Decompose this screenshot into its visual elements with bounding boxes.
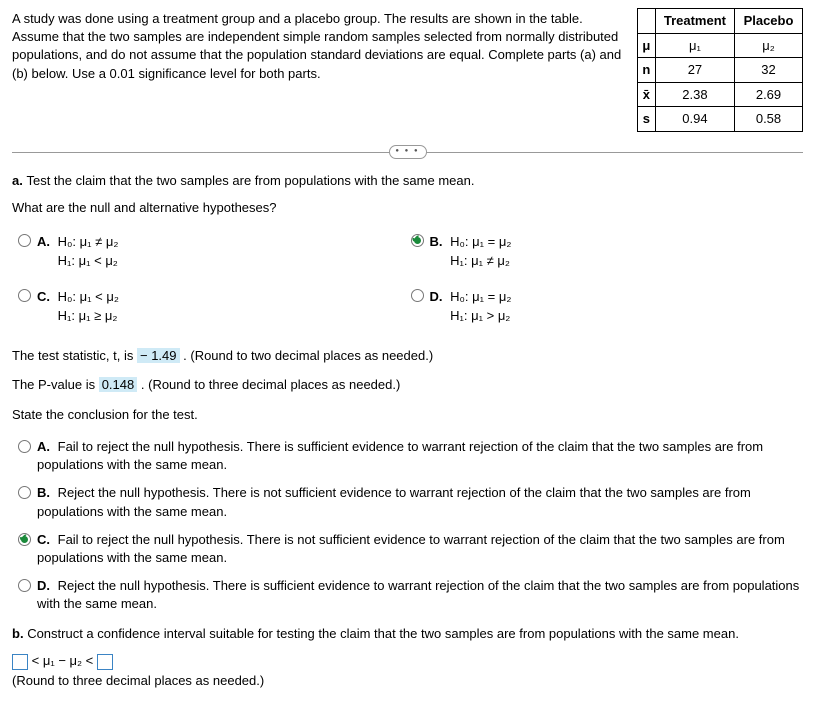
cell-mu-placebo: μ₂ (735, 33, 803, 58)
concl-c-text: Fail to reject the null hypothesis. Ther… (37, 532, 785, 565)
option-letter: D. (430, 289, 443, 304)
pval-value[interactable]: 0.148 (99, 377, 138, 392)
ci-middle: < μ₁ − μ₂ < (32, 653, 97, 668)
conclusion-options: A. Fail to reject the null hypothesis. T… (12, 438, 803, 614)
option-b-line2: H₁: μ₁ ≠ μ₂ (450, 253, 510, 268)
pval-pre: The P-value is (12, 377, 99, 392)
ci-lower-input[interactable] (12, 654, 28, 670)
option-letter: C. (37, 532, 50, 547)
option-d[interactable]: D. H₀: μ₁ = μ₂ D. H₁: μ₁ > μ₂ (411, 287, 804, 326)
hypothesis-options: A. H₀: μ₁ ≠ μ₂ A. H₁: μ₁ < μ₂ B. H₀: μ₁ … (12, 232, 803, 326)
cell-n-placebo: 32 (735, 58, 803, 83)
table-corner (637, 9, 655, 34)
tstat-hint: (Round to two decimal places as needed.) (190, 348, 433, 363)
table-row: s 0.94 0.58 (637, 107, 802, 132)
table-row: x̄ 2.38 2.69 (637, 82, 802, 107)
intro-text: A study was done using a treatment group… (12, 8, 627, 83)
row-label-s: s (637, 107, 655, 132)
option-letter: C. (37, 289, 50, 304)
option-d-line2: H₁: μ₁ > μ₂ (450, 308, 510, 323)
concl-b-text: Reject the null hypothesis. There is not… (37, 485, 751, 518)
option-letter: D. (37, 578, 50, 593)
concl-radio-a[interactable] (18, 440, 31, 453)
concl-a-text: Fail to reject the null hypothesis. Ther… (37, 439, 763, 472)
option-a[interactable]: A. H₀: μ₁ ≠ μ₂ A. H₁: μ₁ < μ₂ (18, 232, 411, 271)
concl-radio-b[interactable] (18, 486, 31, 499)
concl-option-b[interactable]: B. Reject the null hypothesis. There is … (12, 484, 803, 520)
part-a-prompt: Test the claim that the two samples are … (26, 173, 474, 188)
conclusion-prompt: State the conclusion for the test. (12, 405, 803, 425)
radio-a[interactable] (18, 234, 31, 247)
part-b-label: b. (12, 626, 24, 641)
concl-option-c[interactable]: C. Fail to reject the null hypothesis. T… (12, 531, 803, 567)
ci-hint: (Round to three decimal places as needed… (12, 671, 803, 691)
option-a-line1: H₀: μ₁ ≠ μ₂ (58, 234, 119, 249)
radio-c[interactable] (18, 289, 31, 302)
radio-b[interactable] (411, 234, 424, 247)
ci-line: < μ₁ − μ₂ < (12, 651, 803, 671)
option-c-line2: H₁: μ₁ ≥ μ₂ (58, 308, 118, 323)
cell-x-placebo: 2.69 (735, 82, 803, 107)
tstat-line: The test statistic, t, is − 1.49 . (Roun… (12, 346, 803, 366)
tstat-pre: The test statistic, t, is (12, 348, 137, 363)
option-b-line1: H₀: μ₁ = μ₂ (450, 234, 511, 249)
part-b-prompt: Construct a confidence interval suitable… (27, 626, 739, 641)
table-header-placebo: Placebo (735, 9, 803, 34)
table-row: n 27 32 (637, 58, 802, 83)
part-b-heading: b. Construct a confidence interval suita… (12, 624, 803, 644)
table-row: μ μ₁ μ₂ (637, 33, 802, 58)
ci-upper-input[interactable] (97, 654, 113, 670)
part-a-heading: a. Test the claim that the two samples a… (12, 171, 803, 191)
expand-button[interactable]: ● ● ● (389, 145, 427, 159)
concl-radio-d[interactable] (18, 579, 31, 592)
option-letter: B. (430, 234, 443, 249)
cell-s-placebo: 0.58 (735, 107, 803, 132)
cell-n-treatment: 27 (655, 58, 734, 83)
concl-radio-c[interactable] (18, 533, 31, 546)
cell-x-treatment: 2.38 (655, 82, 734, 107)
hypothesis-prompt: What are the null and alternative hypoth… (12, 198, 803, 218)
option-a-line2: H₁: μ₁ < μ₂ (58, 253, 118, 268)
concl-d-text: Reject the null hypothesis. There is suf… (37, 578, 799, 611)
option-letter: A. (37, 234, 50, 249)
tstat-value[interactable]: − 1.49 (137, 348, 180, 363)
cell-mu-treatment: μ₁ (655, 33, 734, 58)
data-table: Treatment Placebo μ μ₁ μ₂ n 27 32 x̄ 2.3… (637, 8, 803, 132)
option-b[interactable]: B. H₀: μ₁ = μ₂ B. H₁: μ₁ ≠ μ₂ (411, 232, 804, 271)
concl-option-a[interactable]: A. Fail to reject the null hypothesis. T… (12, 438, 803, 474)
option-d-line1: H₀: μ₁ = μ₂ (450, 289, 511, 304)
row-label-x: x̄ (637, 82, 655, 107)
pval-line: The P-value is 0.148 . (Round to three d… (12, 375, 803, 395)
row-label-n: n (637, 58, 655, 83)
radio-d[interactable] (411, 289, 424, 302)
concl-option-d[interactable]: D. Reject the null hypothesis. There is … (12, 577, 803, 613)
option-c-line1: H₀: μ₁ < μ₂ (58, 289, 119, 304)
cell-s-treatment: 0.94 (655, 107, 734, 132)
row-label-mu: μ (637, 33, 655, 58)
option-c[interactable]: C. H₀: μ₁ < μ₂ C. H₁: μ₁ ≥ μ₂ (18, 287, 411, 326)
table-header-treatment: Treatment (655, 9, 734, 34)
option-letter: B. (37, 485, 50, 500)
option-letter: A. (37, 439, 50, 454)
part-a-label: a. (12, 173, 23, 188)
pval-hint: (Round to three decimal places as needed… (148, 377, 400, 392)
section-divider: ● ● ● (12, 152, 803, 153)
